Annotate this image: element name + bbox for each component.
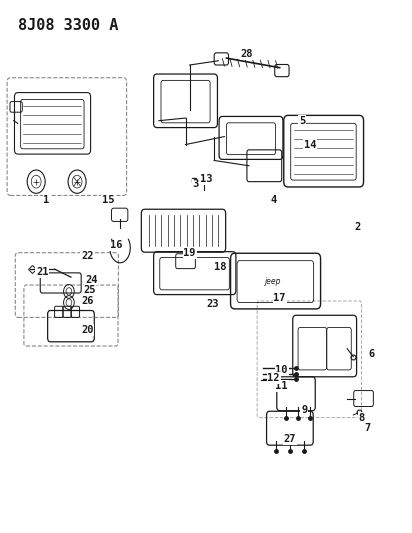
Text: 21: 21 — [36, 267, 49, 277]
Text: 20: 20 — [81, 325, 94, 335]
Text: 26: 26 — [81, 296, 94, 306]
Text: 5: 5 — [299, 116, 305, 126]
Text: 24: 24 — [85, 274, 98, 285]
Text: 11: 11 — [276, 381, 288, 391]
Text: 13: 13 — [200, 174, 212, 184]
Text: 16: 16 — [110, 240, 122, 251]
Text: 1: 1 — [43, 195, 49, 205]
Text: 17: 17 — [274, 293, 286, 303]
Text: 3: 3 — [193, 179, 199, 189]
Text: 15: 15 — [101, 195, 114, 205]
Text: 28: 28 — [241, 50, 253, 59]
Text: 23: 23 — [206, 298, 218, 309]
Text: 2: 2 — [354, 222, 360, 232]
Text: 10: 10 — [276, 365, 288, 375]
Text: 19: 19 — [183, 248, 196, 259]
Text: 7: 7 — [365, 423, 371, 433]
Text: 9: 9 — [301, 405, 307, 415]
Text: 6: 6 — [369, 349, 375, 359]
Text: 4: 4 — [270, 195, 276, 205]
Text: 14: 14 — [304, 140, 316, 150]
Text: 8: 8 — [358, 413, 365, 423]
Text: 27: 27 — [283, 434, 296, 444]
Text: 18: 18 — [214, 262, 227, 271]
Text: 8J08 3300 A: 8J08 3300 A — [18, 18, 118, 33]
Text: 25: 25 — [83, 285, 96, 295]
Text: 12: 12 — [267, 373, 280, 383]
Text: 22: 22 — [81, 251, 94, 261]
Text: jeep: jeep — [265, 277, 282, 286]
